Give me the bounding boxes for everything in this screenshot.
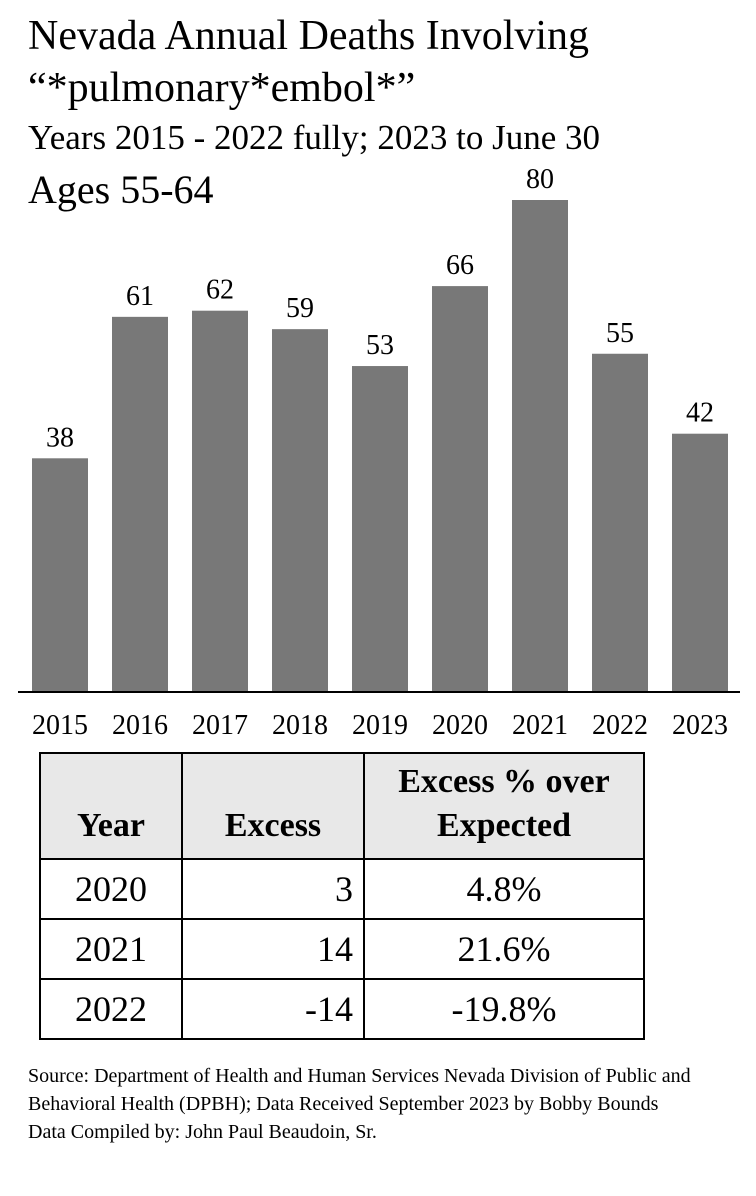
x-tick-label-2019: 2019 (352, 710, 408, 741)
bar-2015 (32, 458, 88, 692)
x-tick-label-2021: 2021 (512, 710, 568, 741)
source-text: Source: Department of Health and Human S… (28, 1065, 691, 1115)
x-tick-label-2022: 2022 (592, 710, 648, 741)
x-tick-label-2017: 2017 (192, 710, 248, 741)
cell-year: 2021 (39, 918, 183, 980)
cell-excess: -14 (181, 978, 365, 1040)
cell-excess: 3 (181, 858, 365, 920)
chart-title: Nevada Annual Deaths Involving “*pulmona… (28, 10, 589, 114)
compiled-by-text: Data Compiled by: John Paul Beaudoin, Sr… (28, 1121, 377, 1143)
data-label-2020: 66 (446, 250, 474, 281)
chart-title-line1: Nevada Annual Deaths Involving (28, 13, 590, 59)
bar-2021 (512, 200, 568, 692)
source-note: Source: Department of Health and Human S… (28, 1062, 738, 1146)
excess-table: Year Excess Excess % over Expected 2020 … (39, 752, 645, 1040)
data-label-2019: 53 (366, 330, 394, 361)
table-row: 2020 3 4.8% (39, 858, 645, 920)
table-row: 2021 14 21.6% (39, 918, 645, 980)
chart-title-line2: “*pulmonary*embol*” (28, 65, 416, 111)
bar-2018 (272, 329, 328, 692)
bar-2022 (592, 353, 648, 692)
cell-excess: 14 (181, 918, 365, 980)
x-tick-label-2018: 2018 (272, 710, 328, 741)
data-label-2023: 42 (686, 398, 714, 429)
data-label-2017: 62 (206, 275, 234, 306)
bar-2016 (112, 316, 168, 692)
data-label-2016: 61 (126, 281, 154, 312)
header-excess-percent: Excess % over Expected (363, 752, 645, 860)
table-header-row: Year Excess Excess % over Expected (39, 752, 645, 860)
header-excess: Excess (181, 752, 365, 860)
bar-2019 (352, 366, 408, 692)
chart-subtitle: Years 2015 - 2022 fully; 2023 to June 30 (28, 118, 600, 157)
data-label-2022: 55 (606, 318, 634, 349)
chart-age-group: Ages 55-64 (28, 167, 214, 212)
excess-table-container: Year Excess Excess % over Expected 2020 … (39, 752, 645, 1040)
x-tick-label-2015: 2015 (32, 710, 88, 741)
x-tick-label-2016: 2016 (112, 710, 168, 741)
cell-year: 2020 (39, 858, 183, 920)
data-label-2015: 38 (46, 422, 74, 453)
x-tick-label-2023: 2023 (672, 710, 728, 741)
x-tick-label-2020: 2020 (432, 710, 488, 741)
table-row: 2022 -14 -19.8% (39, 978, 645, 1040)
bar-2017 (192, 310, 248, 692)
cell-excess-percent: 4.8% (363, 858, 645, 920)
data-label-2018: 59 (286, 293, 314, 324)
bar-2023 (672, 433, 728, 692)
data-label-2021: 80 (526, 164, 554, 195)
cell-excess-percent: 21.6% (363, 918, 645, 980)
bar-2020 (432, 286, 488, 692)
cell-year: 2022 (39, 978, 183, 1040)
cell-excess-percent: -19.8% (363, 978, 645, 1040)
header-year: Year (39, 752, 183, 860)
bar-chart: 38 2015 61 2016 62 2017 59 2018 53 2019 66 2020 80 20… (18, 164, 740, 741)
